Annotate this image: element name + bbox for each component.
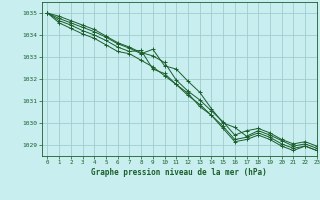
X-axis label: Graphe pression niveau de la mer (hPa): Graphe pression niveau de la mer (hPa) [91, 168, 267, 177]
